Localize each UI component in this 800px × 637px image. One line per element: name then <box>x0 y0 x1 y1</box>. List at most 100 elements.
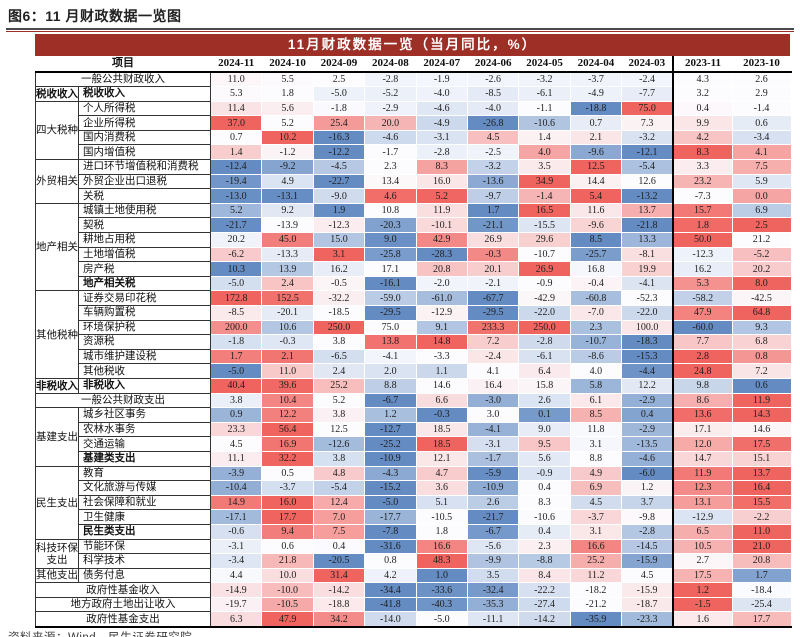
value-cell: -19.7 <box>209 596 263 613</box>
group-label-cell: 非税收入 <box>35 377 79 394</box>
value-cell: 5.2 <box>261 115 314 131</box>
value-cell: 9.9 <box>672 115 733 131</box>
row-label-cell: 农林水事务 <box>78 421 211 438</box>
table-row: 农林水事务 23.3 56.4 12.5 -12.7 18.5 -4.1 9.0 11.8 -2.… <box>36 421 792 438</box>
table-row: 基建类支出 11.1 32.2 3.8 -10.9 12.1 -1.7 5.6 8.8 -4.6 1… <box>36 450 792 467</box>
group-label-cell: 四大税种 <box>35 100 79 161</box>
value-cell: 14.4 <box>569 173 623 190</box>
value-cell: -14.9 <box>209 582 263 598</box>
value-cell: 7.5 <box>312 523 366 540</box>
value-cell: -22.2 <box>518 582 571 598</box>
value-cell: 6.6 <box>415 392 468 409</box>
value-cell: 0.9 <box>209 407 263 423</box>
value-cell: -25.7 <box>569 246 623 263</box>
table-row: 环境保护税 200.0 10.6 250.0 75.0 9.1 233.3 250.0 2.3 1… <box>36 319 792 336</box>
table-row: 国内增值税 1.4 -1.2 -12.2 -1.7 -2.8 -2.5 4.0 -9.6 -12.… <box>36 144 792 161</box>
value-cell: 4.4 <box>209 567 263 584</box>
value-cell: 11.2 <box>569 567 623 584</box>
value-cell: -5.0 <box>209 275 263 292</box>
value-cell: 0.4 <box>518 523 571 540</box>
value-cell: -19.4 <box>209 173 263 190</box>
value-cell: 0.8 <box>364 553 417 569</box>
table-row: 社会保障和就业 14.9 16.0 12.4 -5.0 5.1 2.6 8.3 4.5 3.7 13… <box>36 494 792 511</box>
row-label-cell: 其他税收 <box>78 363 211 379</box>
value-cell: 47.9 <box>672 305 733 321</box>
value-cell: -5.0 <box>364 494 417 511</box>
value-cell: 250.0 <box>312 319 366 336</box>
value-cell: 11.4 <box>209 100 263 117</box>
value-cell: -10.9 <box>364 450 417 467</box>
value-cell: -6.5 <box>312 348 366 365</box>
table-row: 车辆购置税 -8.5 -20.1 -18.5 -29.5 -12.9 -29.5 -22.0-… <box>36 305 792 321</box>
value-cell: 18.5 <box>415 421 468 438</box>
value-cell: 29.6 <box>518 232 571 248</box>
value-cell: 152.5 <box>261 290 314 306</box>
value-cell: 11.9 <box>672 465 733 482</box>
value-cell: -0.4 <box>569 275 623 292</box>
value-cell: 21.0 <box>731 538 792 555</box>
value-cell: 9.5 <box>518 436 571 452</box>
table-row: 房产税 10.3 13.9 16.2 17.1 20.8 20.1 26.9 16.8 19.9 1… <box>36 261 792 277</box>
value-cell: -1.2 <box>261 144 314 161</box>
value-cell: -5.4 <box>312 480 366 496</box>
value-cell: 2.4 <box>261 275 314 292</box>
table-row: 科技环保支出 节能环保 -3.1 0.6 0.4 -31.6 16.6 -5.6 2.3 16.6… <box>35 538 792 569</box>
value-cell: -14.5 <box>621 538 674 555</box>
table-row: 政府性基金收入 -14.9 -10.0 -14.2 -34.4 -33.6 -32.4 -22… <box>35 582 792 598</box>
value-cell: -6.1 <box>518 86 571 102</box>
value-cell: 16.6 <box>569 538 623 555</box>
value-cell: -15.5 <box>518 217 571 234</box>
value-cell: -0.6 <box>209 523 263 540</box>
table-row: 地产相关税 -5.0 2.4 -0.5 -16.1 -2.0 -2.1 -0.9 -0.4 -4.… <box>36 275 792 292</box>
value-cell: -2.1 <box>466 275 520 292</box>
value-cell: 47.9 <box>261 611 314 628</box>
value-cell: 10.8 <box>364 202 417 219</box>
value-cell: 13.1 <box>672 494 733 511</box>
value-cell: 172.8 <box>209 290 263 306</box>
value-cell: -12.6 <box>312 436 366 452</box>
table-row: 非税收入 非税收入 40.4 39.6 25.2 8.8 14.6 16.4 15.8 5.8 12… <box>35 377 792 394</box>
value-cell: 200.0 <box>209 319 263 336</box>
value-cell: -10.6 <box>518 115 571 131</box>
row-label-cell: 交通运输 <box>78 436 211 452</box>
value-cell: 13.7 <box>621 202 674 219</box>
value-cell: -3.7 <box>261 480 314 496</box>
value-cell: 4.0 <box>569 363 623 379</box>
value-cell: 12.4 <box>312 494 366 511</box>
value-cell: -32.2 <box>312 290 366 306</box>
value-cell: -60.8 <box>569 290 623 306</box>
value-cell: 4.9 <box>261 173 314 190</box>
value-cell: 0.4 <box>312 538 366 555</box>
value-cell: 25.2 <box>312 377 366 394</box>
value-cell: -4.4 <box>621 363 674 379</box>
value-cell: 40.4 <box>209 377 263 394</box>
value-cell: 1.2 <box>621 480 674 496</box>
row-label-cell: 环境保护税 <box>78 319 211 336</box>
value-cell: -21.7 <box>209 217 263 234</box>
value-cell: 9.4 <box>261 523 314 540</box>
value-cell: -10.7 <box>569 334 623 350</box>
value-cell: 3.5 <box>466 567 520 584</box>
value-cell: -2.6 <box>466 71 520 88</box>
value-cell: 8.6 <box>672 392 733 409</box>
value-cell: -15.9 <box>621 553 674 569</box>
value-cell: -22.0 <box>518 305 571 321</box>
value-cell: 8.5 <box>569 407 623 423</box>
value-cell: 3.8 <box>312 450 366 467</box>
value-cell: -20.3 <box>364 217 417 234</box>
value-cell: -21.8 <box>621 217 674 234</box>
value-cell: 15.7 <box>672 202 733 219</box>
row-label-cell: 税收收入 <box>78 86 211 102</box>
value-cell: -12.3 <box>312 217 366 234</box>
row-label-cell: 城市维护建设税 <box>78 348 211 365</box>
value-cell: -18.5 <box>312 305 366 321</box>
value-cell: 11.0 <box>261 363 314 379</box>
value-cell: 10.0 <box>261 567 314 584</box>
column-header: 2024-09 <box>313 56 365 73</box>
value-cell: 17.1 <box>364 261 417 277</box>
value-cell: 7.7 <box>672 334 733 350</box>
value-cell: -12.7 <box>364 421 417 438</box>
column-header: 2024-04 <box>570 56 622 73</box>
value-cell: 0.1 <box>518 407 571 423</box>
value-cell: 4.7 <box>415 465 468 482</box>
